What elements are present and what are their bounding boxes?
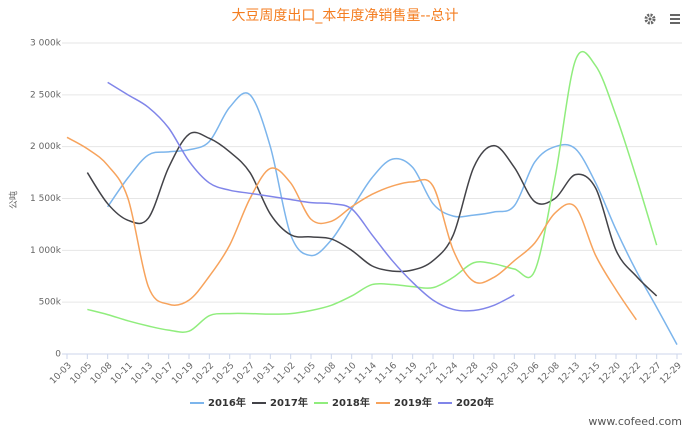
x-tick-label: 11-22 xyxy=(414,361,440,387)
series-line xyxy=(107,81,515,312)
x-tick-label: 11-16 xyxy=(374,361,400,387)
settings-icon[interactable] xyxy=(644,13,656,25)
x-tick-label: 11-19 xyxy=(394,361,420,387)
legend-item[interactable]: 2019年 xyxy=(376,396,432,409)
legend-item[interactable]: 2020年 xyxy=(438,396,494,409)
series-line xyxy=(87,50,658,333)
x-tick-label: 10-13 xyxy=(130,361,156,387)
series-line xyxy=(86,131,658,297)
x-tick-label: 10-25 xyxy=(211,361,237,387)
x-tick-label: 11-14 xyxy=(353,361,379,387)
legend-label: 2016年 xyxy=(208,396,246,409)
x-tick-label: 10-05 xyxy=(69,361,95,387)
x-tick-label: 12-06 xyxy=(516,361,542,387)
x-tick-label: 11-08 xyxy=(313,361,339,387)
x-tick-label: 11-30 xyxy=(475,361,501,387)
legend-item[interactable]: 2016年 xyxy=(190,396,246,409)
x-tick-label: 12-20 xyxy=(597,361,623,387)
x-tick-label: 12-29 xyxy=(658,361,684,387)
x-tick-label: 10-03 xyxy=(48,361,74,387)
x-tick-label: 11-02 xyxy=(272,361,298,387)
series-line xyxy=(107,92,678,346)
x-tick-label: 10-08 xyxy=(89,361,115,387)
x-tick-label: 11-28 xyxy=(455,361,481,387)
x-tick-label: 12-27 xyxy=(638,361,664,387)
x-tick-label: 10-11 xyxy=(109,361,135,387)
y-tick-label: 1 000k xyxy=(30,246,62,256)
chart-title: 大豆周度出口_本年度净销售量--总计 xyxy=(231,8,458,24)
x-tick-label: 10-22 xyxy=(191,361,217,387)
y-tick-label: 500k xyxy=(39,298,62,308)
y-axis-label: 公吨 xyxy=(8,191,20,209)
x-tick-label: 10-27 xyxy=(231,361,257,387)
legend-label: 2018年 xyxy=(332,396,370,409)
x-tick-label: 11-24 xyxy=(435,361,461,387)
x-tick-label: 12-03 xyxy=(496,361,522,387)
x-tick-label: 12-13 xyxy=(557,361,583,387)
x-tick-label: 12-15 xyxy=(577,361,603,387)
y-tick-label: 1 500k xyxy=(30,194,62,204)
y-tick-label: 2 500k xyxy=(30,90,62,100)
legend-label: 2020年 xyxy=(456,396,494,409)
legend-item[interactable]: 2017年 xyxy=(252,396,308,409)
y-tick-label: 2 000k xyxy=(30,142,62,152)
x-tick-label: 10-31 xyxy=(252,361,278,387)
legend-label: 2019年 xyxy=(394,396,432,409)
menu-icon[interactable] xyxy=(670,14,680,24)
y-tick-label: 0 xyxy=(55,350,61,360)
x-tick-label: 10-17 xyxy=(150,361,176,387)
series-line xyxy=(66,136,637,321)
legend-item[interactable]: 2018年 xyxy=(314,396,370,409)
y-tick-label: 3 000k xyxy=(30,39,62,49)
watermark: www.cofeed.com xyxy=(588,415,682,428)
x-tick-label: 12-08 xyxy=(536,361,562,387)
x-tick-label: 10-19 xyxy=(170,361,196,387)
x-tick-label: 12-22 xyxy=(618,361,644,387)
x-tick-label: 11-10 xyxy=(333,361,359,387)
x-tick-label: 11-05 xyxy=(292,361,318,387)
legend-label: 2017年 xyxy=(270,396,308,409)
